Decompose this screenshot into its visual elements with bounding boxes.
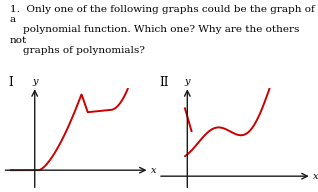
Text: y: y [32, 77, 38, 86]
Text: x: x [151, 166, 156, 175]
Text: 1.  Only one of the following graphs could be the graph of a
    polynomial func: 1. Only one of the following graphs coul… [10, 5, 314, 55]
Text: y: y [184, 77, 190, 86]
Text: x: x [313, 172, 318, 181]
Text: I: I [8, 76, 13, 89]
Text: II: II [160, 76, 169, 89]
